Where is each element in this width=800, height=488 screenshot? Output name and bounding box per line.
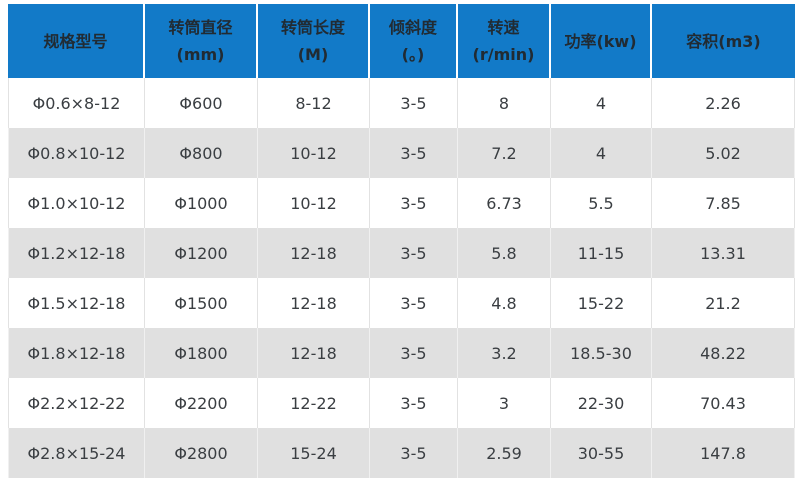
table-row: Φ1.8×12-18 Φ1800 12-18 3-5 3.2 18.5-30 48.22	[8, 328, 795, 378]
header-row: 规格型号 转筒直径 (mm) 转筒长度 (M) 倾斜度 (。) 转速 (r/mi…	[8, 4, 795, 78]
table-cell: 15-24	[258, 428, 370, 478]
table-cell: 18.5-30	[551, 328, 652, 378]
table-cell: 10-12	[258, 178, 370, 228]
table-cell: Φ2.2×12-22	[8, 378, 145, 428]
table-cell: 4	[551, 128, 652, 178]
table-cell: 3-5	[370, 328, 458, 378]
table-cell: 4	[551, 78, 652, 128]
table-cell: 2.59	[458, 428, 551, 478]
table-cell: Φ1.5×12-18	[8, 278, 145, 328]
table-cell: Φ800	[145, 128, 258, 178]
table-cell: Φ1200	[145, 228, 258, 278]
table-cell: Φ0.8×10-12	[8, 128, 145, 178]
table-cell: 3	[458, 378, 551, 428]
table-cell: Φ600	[145, 78, 258, 128]
table-cell: 3-5	[370, 78, 458, 128]
table-cell: Φ1500	[145, 278, 258, 328]
spec-table: 规格型号 转筒直径 (mm) 转筒长度 (M) 倾斜度 (。) 转速 (r/mi…	[8, 4, 795, 478]
table-cell: Φ2.8×15-24	[8, 428, 145, 478]
header-cell-model: 规格型号	[8, 4, 145, 78]
header-cell-volume: 容积(m3)	[652, 4, 795, 78]
table-cell: 5.5	[551, 178, 652, 228]
table-cell: Φ0.6×8-12	[8, 78, 145, 128]
table-row: Φ0.8×10-12 Φ800 10-12 3-5 7.2 4 5.02	[8, 128, 795, 178]
table-cell: Φ2200	[145, 378, 258, 428]
table-row: Φ2.8×15-24 Φ2800 15-24 3-5 2.59 30-55 147.8	[8, 428, 795, 478]
table-cell: 12-22	[258, 378, 370, 428]
header-cell-rotation-speed: 转速 (r/min)	[458, 4, 551, 78]
table-cell: 70.43	[652, 378, 795, 428]
table-cell: 6.73	[458, 178, 551, 228]
table-row: Φ1.5×12-18 Φ1500 12-18 3-5 4.8 15-22 21.2	[8, 278, 795, 328]
header-cell-power: 功率(kw)	[551, 4, 652, 78]
table-cell: 3-5	[370, 178, 458, 228]
table-cell: Φ1.0×10-12	[8, 178, 145, 228]
table-cell: 2.26	[652, 78, 795, 128]
table-cell: 8-12	[258, 78, 370, 128]
table-cell: Φ1000	[145, 178, 258, 228]
table-cell: 3-5	[370, 128, 458, 178]
table-row: Φ1.2×12-18 Φ1200 12-18 3-5 5.8 11-15 13.31	[8, 228, 795, 278]
table-row: Φ1.0×10-12 Φ1000 10-12 3-5 6.73 5.5 7.85	[8, 178, 795, 228]
table-cell: 12-18	[258, 278, 370, 328]
table-row: Φ2.2×12-22 Φ2200 12-22 3-5 3 22-30 70.43	[8, 378, 795, 428]
table-cell: 11-15	[551, 228, 652, 278]
table-cell: 3-5	[370, 378, 458, 428]
table-cell: 3-5	[370, 228, 458, 278]
table-cell: 3.2	[458, 328, 551, 378]
table-cell: 21.2	[652, 278, 795, 328]
table-cell: 7.2	[458, 128, 551, 178]
table-body: Φ0.6×8-12 Φ600 8-12 3-5 8 4 2.26 Φ0.8×10-12 Φ800…	[8, 78, 795, 478]
table-cell: 13.31	[652, 228, 795, 278]
table-cell: 147.8	[652, 428, 795, 478]
table-cell: 4.8	[458, 278, 551, 328]
table-cell: 48.22	[652, 328, 795, 378]
table-cell: 8	[458, 78, 551, 128]
header-cell-drum-diameter: 转筒直径 (mm)	[145, 4, 258, 78]
table-cell: 15-22	[551, 278, 652, 328]
table-cell: 22-30	[551, 378, 652, 428]
table-cell: 10-12	[258, 128, 370, 178]
table-cell: 3-5	[370, 428, 458, 478]
table-cell: 5.8	[458, 228, 551, 278]
table-row: Φ0.6×8-12 Φ600 8-12 3-5 8 4 2.26	[8, 78, 795, 128]
table-cell: Φ1.2×12-18	[8, 228, 145, 278]
table-cell: 12-18	[258, 228, 370, 278]
header-cell-drum-length: 转筒长度 (M)	[258, 4, 370, 78]
header-cell-inclination: 倾斜度 (。)	[370, 4, 458, 78]
table-cell: 12-18	[258, 328, 370, 378]
table-cell: Φ2800	[145, 428, 258, 478]
table-cell: 5.02	[652, 128, 795, 178]
table-cell: Φ1.8×12-18	[8, 328, 145, 378]
table-header: 规格型号 转筒直径 (mm) 转筒长度 (M) 倾斜度 (。) 转速 (r/mi…	[8, 4, 795, 78]
table-cell: 3-5	[370, 278, 458, 328]
spec-table-page: 规格型号 转筒直径 (mm) 转筒长度 (M) 倾斜度 (。) 转速 (r/mi…	[8, 4, 795, 478]
table-cell: 30-55	[551, 428, 652, 478]
table-cell: Φ1800	[145, 328, 258, 378]
table-cell: 7.85	[652, 178, 795, 228]
